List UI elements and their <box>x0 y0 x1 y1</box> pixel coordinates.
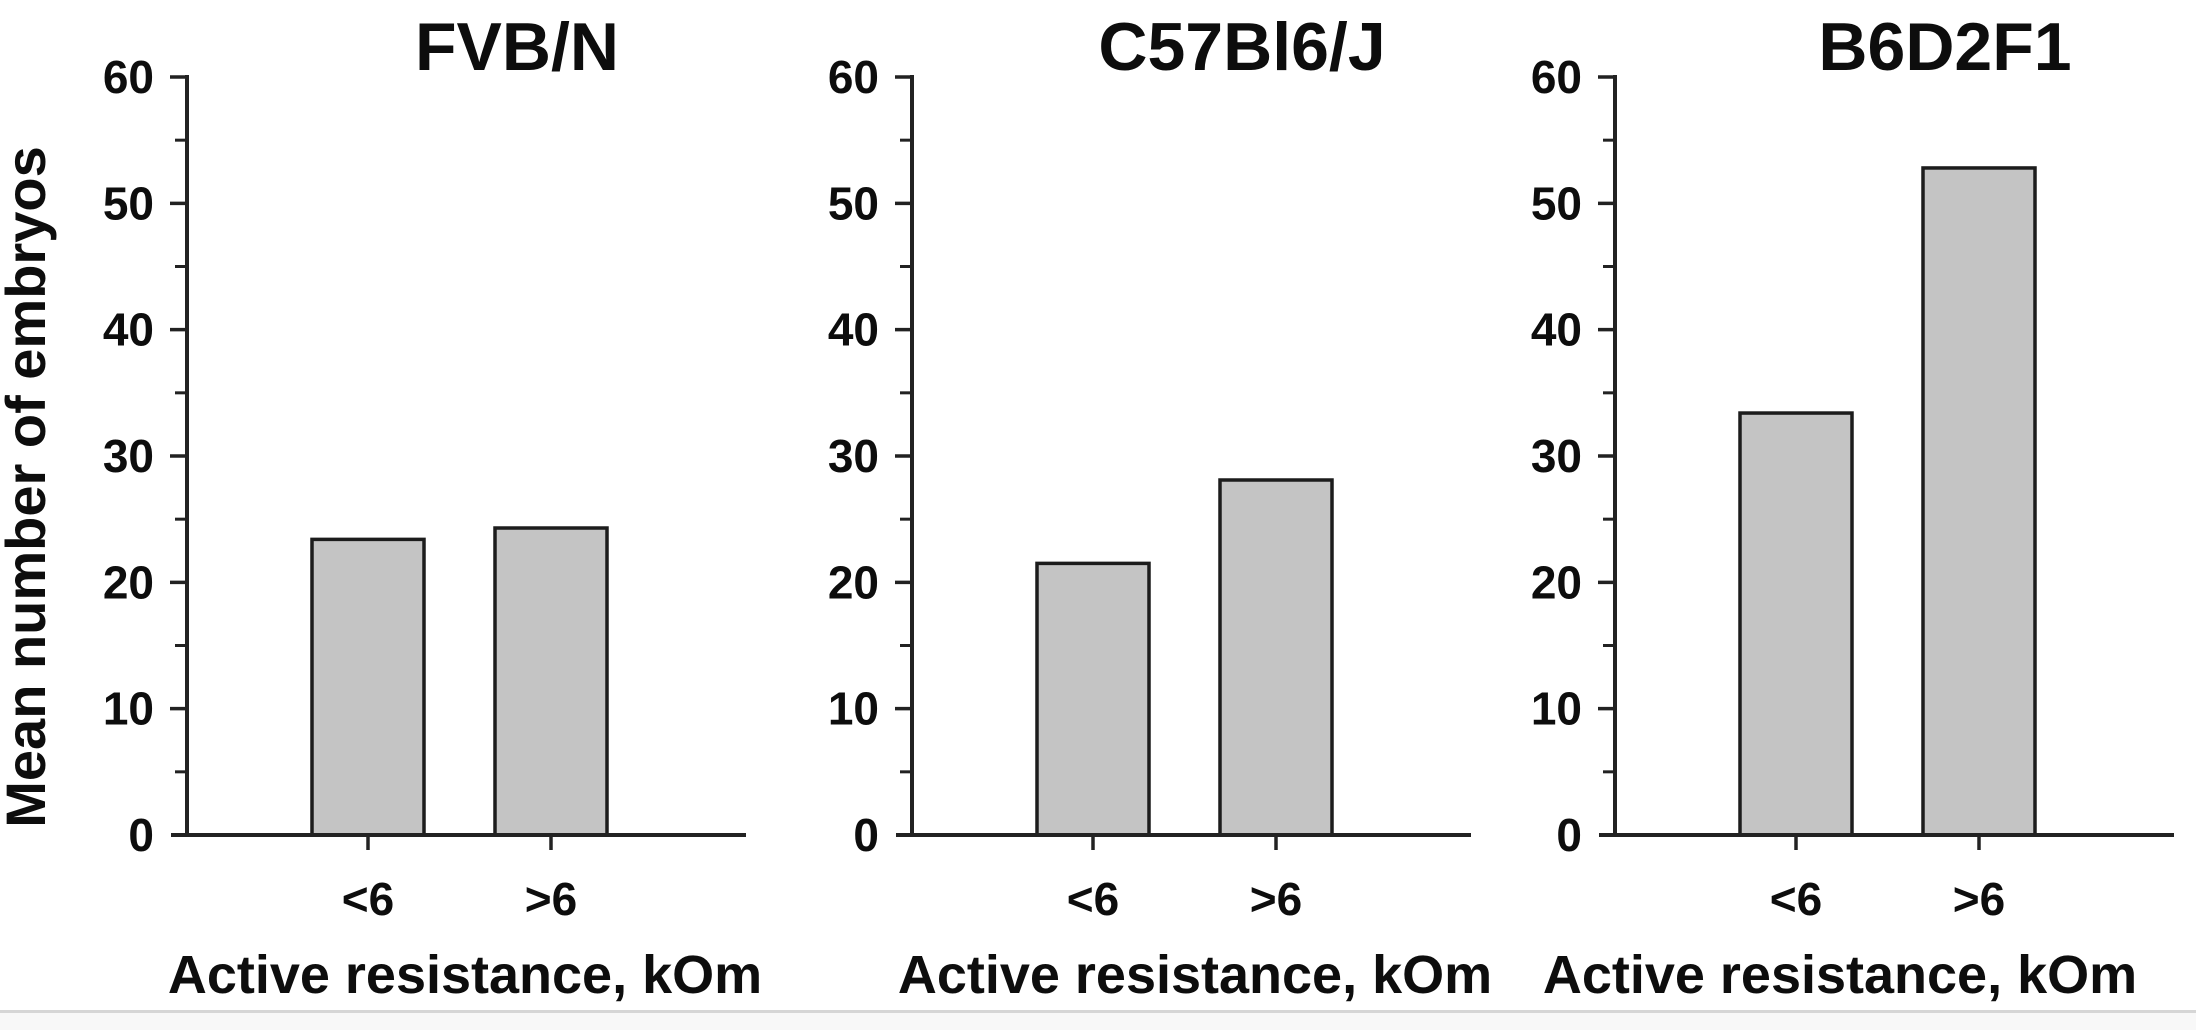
chart-panel-3: B6D2F1 0 10 20 30 40 50 60 <6 >6 Active resistance… <box>1531 9 2174 1005</box>
y-tick-label: 10 <box>103 683 154 735</box>
y-tick-label: 40 <box>103 304 154 356</box>
y-tick-label: 50 <box>1531 177 1582 229</box>
y-tick-label: 20 <box>828 556 879 608</box>
bar-2-2 <box>1218 478 1334 837</box>
y-tick-label: 50 <box>828 177 879 229</box>
y-tick-label: 10 <box>828 683 879 735</box>
y-tick-label: 0 <box>1556 809 1582 861</box>
bottom-footer-strip <box>0 1013 2196 1030</box>
y-tick-label: 60 <box>1531 51 1582 103</box>
chart-title: FVB/N <box>415 9 619 85</box>
y-tick-label: 50 <box>103 177 154 229</box>
chart-title: B6D2F1 <box>1818 9 2071 85</box>
chart-panel-1: FVB/N 0 10 20 30 40 50 60 <6 >6 Active resistance,… <box>103 9 762 1005</box>
x-category-label: <6 <box>342 873 394 925</box>
x-category-label: >6 <box>525 873 577 925</box>
y-tick-label: 40 <box>828 304 879 356</box>
y-tick-label: 0 <box>128 809 154 861</box>
y-tick-label: 60 <box>103 51 154 103</box>
bar-1-1 <box>310 537 426 837</box>
bar-3-2 <box>1921 166 2037 837</box>
x-category-label: >6 <box>1250 873 1302 925</box>
y-axis-title: Mean number of embryos <box>0 146 57 827</box>
y-tick-label: 30 <box>103 430 154 482</box>
x-axis-title: Active resistance, kOm <box>1543 945 2137 1005</box>
x-category-label: <6 <box>1770 873 1822 925</box>
y-tick-label: 20 <box>103 556 154 608</box>
y-tick-label: 20 <box>1531 556 1582 608</box>
chart-title: C57Bl6/J <box>1098 9 1385 85</box>
y-tick-label: 30 <box>1531 430 1582 482</box>
y-tick-label: 0 <box>853 809 879 861</box>
x-axis-title: Active resistance, kOm <box>898 945 1492 1005</box>
y-tick-label: 60 <box>828 51 879 103</box>
x-axis-title: Active resistance, kOm <box>168 945 762 1005</box>
bottom-divider-line <box>0 1010 2196 1013</box>
y-tick-label: 10 <box>1531 683 1582 735</box>
y-tick-label: 30 <box>828 430 879 482</box>
bar-1-2 <box>493 526 609 837</box>
bar-2-1 <box>1035 561 1151 837</box>
x-category-label: >6 <box>1953 873 2005 925</box>
x-category-label: <6 <box>1067 873 1119 925</box>
chart-panel-2: C57Bl6/J 0 10 20 30 40 50 60 <6 >6 Active resistan… <box>828 9 1492 1005</box>
bar-3-1 <box>1738 411 1854 837</box>
y-tick-label: 40 <box>1531 304 1582 356</box>
